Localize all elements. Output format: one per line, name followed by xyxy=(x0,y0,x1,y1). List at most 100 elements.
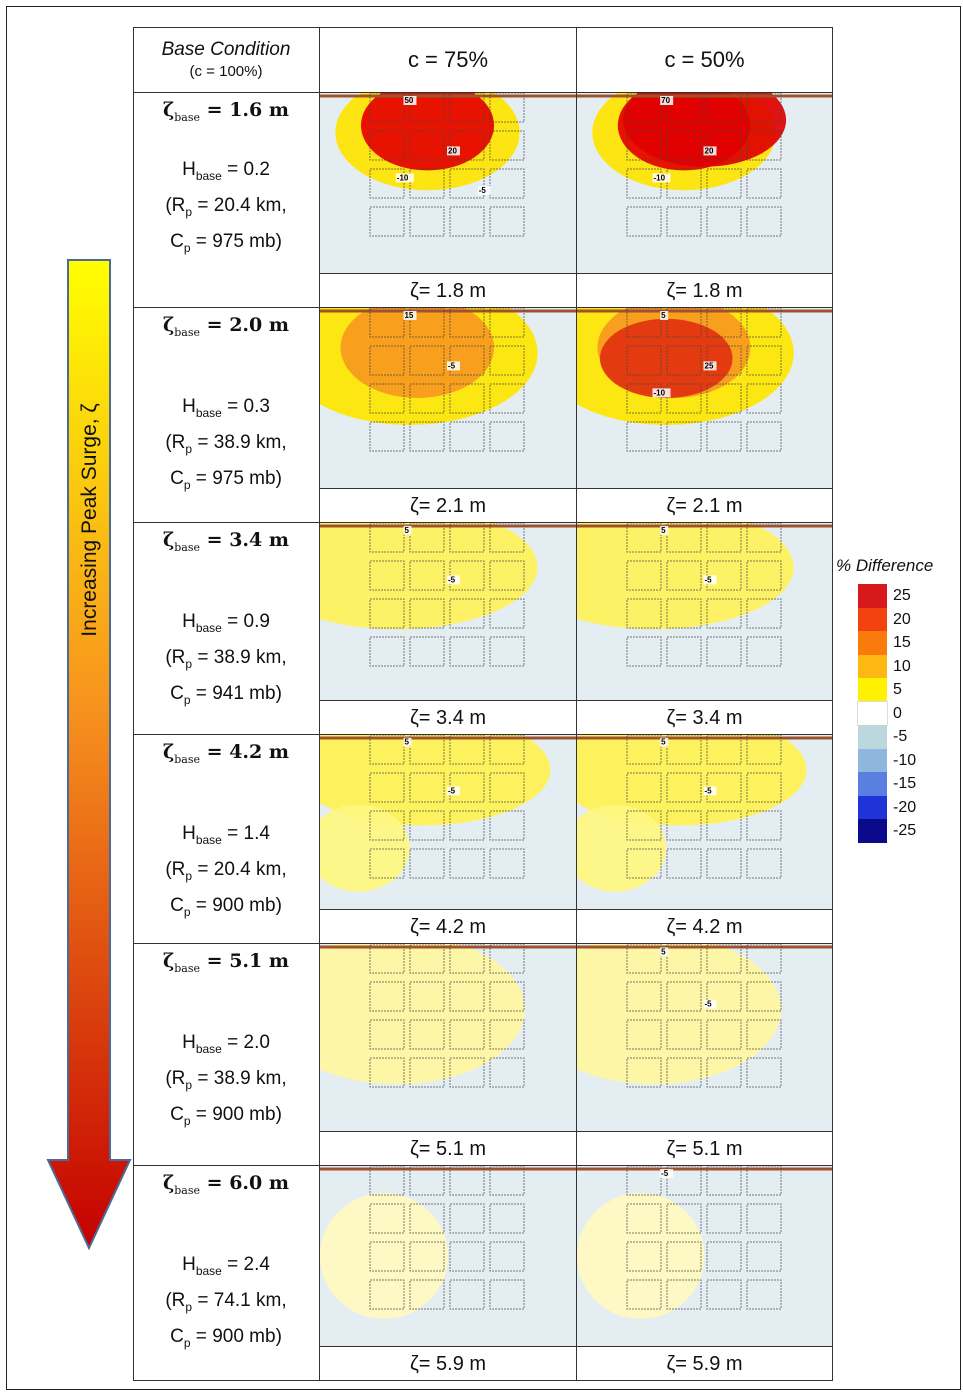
rp-value: 38.9 km xyxy=(213,646,282,668)
surge-difference-map-c75: 5 -5 xyxy=(320,735,577,909)
header-base-condition: Base Condition (c = 100%) xyxy=(133,27,320,93)
h-base-value: 2.4 xyxy=(243,1254,270,1275)
peak-surge-c75: ζ= 4.2 m xyxy=(320,909,577,944)
contour-label: -5 xyxy=(705,1000,713,1009)
zeta-base: ζbase = 1.6 m xyxy=(163,99,289,124)
base-condition-title: Base Condition xyxy=(161,39,291,60)
legend-swatch xyxy=(858,654,887,678)
legend-label: -5 xyxy=(893,728,908,745)
h-base-value: 0.2 xyxy=(243,159,270,180)
cp-value: 900 mb xyxy=(212,894,276,916)
legend-label: 20 xyxy=(893,610,911,628)
base-condition-cell: ζbase = 5.1 m Hbase = 2.0 (Rp = 38.9 km, Cp… xyxy=(133,944,320,1166)
legend-label: -20 xyxy=(893,798,917,816)
legend-label: 5 xyxy=(893,681,902,698)
legend-label: 0 xyxy=(893,704,902,722)
rp-value: 38.9 km xyxy=(213,1067,282,1089)
surge-difference-map-c75: 5 -5 xyxy=(320,523,577,700)
zeta-base-value: 5.1 m xyxy=(229,950,289,972)
peak-surge-c50: ζ= 5.9 m xyxy=(577,1346,833,1381)
legend-swatch xyxy=(858,725,887,749)
contour-label: -5 xyxy=(705,786,713,795)
rp-value: 20.4 km xyxy=(213,858,282,880)
peak-surge-c75: ζ= 5.1 m xyxy=(320,1131,577,1166)
contour-label: 20 xyxy=(448,146,457,155)
zeta-base: ζbase = 5.1 m xyxy=(163,950,289,975)
base-params: Hbase = 1.4 (Rp = 20.4 km, Cp = 900 mb) xyxy=(165,823,287,919)
contour-label: 25 xyxy=(705,361,714,370)
legend-swatch xyxy=(858,631,887,655)
h-base-value: 1.4 xyxy=(243,823,270,844)
contour-label: -5 xyxy=(448,361,456,370)
h-base-value: 0.3 xyxy=(243,396,270,417)
peak-surge-c75: ζ= 2.1 m xyxy=(320,488,577,523)
base-condition-sub: (c = 100%) xyxy=(189,63,263,80)
legend-swatch xyxy=(858,584,887,608)
arrow-label: Increasing Peak Surge, ζ xyxy=(78,403,101,637)
contour-label: -5 xyxy=(705,575,713,584)
surge-difference-map-c50: -5 xyxy=(577,1166,833,1346)
base-condition-cell: ζbase = 4.2 m Hbase = 1.4 (Rp = 20.4 km, Cp… xyxy=(133,735,320,944)
surge-difference-map-c75: 50 20 -10 -5 xyxy=(320,93,577,273)
peak-surge-c75: ζ= 1.8 m xyxy=(320,273,577,308)
contour-label: -10 xyxy=(397,173,409,182)
contour-label: 20 xyxy=(705,146,714,155)
base-params: Hbase = 0.2 (Rp = 20.4 km, Cp = 975 mb) xyxy=(165,159,287,255)
contour-label: 5 xyxy=(661,738,666,747)
contour-label: -10 xyxy=(654,388,666,397)
peak-surge-c50: ζ= 2.1 m xyxy=(577,488,833,523)
surge-difference-map-c50: 70 20 -10 xyxy=(577,93,833,273)
header-c75: c = 75% xyxy=(320,27,577,93)
peak-surge-c75: ζ= 5.9 m xyxy=(320,1346,577,1381)
surge-difference-map-c50: 5 -5 xyxy=(577,523,833,700)
legend-swatch xyxy=(857,700,888,726)
cp-value: 975 mb xyxy=(212,467,276,489)
contour-label: -5 xyxy=(479,186,487,195)
header-c50: c = 50% xyxy=(577,27,833,93)
contour-label: 5 xyxy=(661,526,666,535)
contour-label: -5 xyxy=(448,786,456,795)
peak-surge-c50: ζ= 3.4 m xyxy=(577,700,833,735)
c75-label: c = 75% xyxy=(407,46,489,72)
contour-label: 5 xyxy=(661,947,666,956)
zeta-base: ζbase = 6.0 m xyxy=(163,1172,289,1197)
rp-value: 20.4 km xyxy=(213,194,282,216)
zeta-base-value: 2.0 m xyxy=(229,314,289,336)
zeta-base: ζbase = 2.0 m xyxy=(163,314,289,339)
legend-label: -10 xyxy=(893,751,917,769)
zeta-base-value: 4.2 m xyxy=(229,741,289,763)
legend-swatch xyxy=(858,607,887,631)
increasing-surge-arrow xyxy=(46,259,132,1251)
peak-surge-c75: ζ= 3.4 m xyxy=(320,700,577,735)
base-condition-cell: ζbase = 1.6 m Hbase = 0.2 (Rp = 20.4 km, Cp… xyxy=(133,93,320,308)
legend-swatch xyxy=(858,819,887,843)
zeta-base-value: 1.6 m xyxy=(229,99,289,121)
rp-value: 38.9 km xyxy=(213,431,282,453)
cp-value: 941 mb xyxy=(212,682,276,704)
peak-surge-c50: ζ= 4.2 m xyxy=(577,909,833,944)
legend-swatch xyxy=(858,795,887,819)
zeta-base-value: 6.0 m xyxy=(229,1172,289,1194)
legend-swatch xyxy=(858,748,887,772)
legend-swatch xyxy=(858,678,887,702)
contour-label: 50 xyxy=(404,96,413,105)
legend-label: -15 xyxy=(893,775,917,792)
contour-label: 5 xyxy=(404,526,409,535)
h-base-value: 2.0 xyxy=(243,1032,270,1053)
legend-label: -25 xyxy=(893,822,917,839)
zeta-base: ζbase = 4.2 m xyxy=(163,741,289,766)
base-condition-cell: ζbase = 2.0 m Hbase = 0.3 (Rp = 38.9 km, Cp… xyxy=(133,308,320,523)
contour-label: 5 xyxy=(661,311,666,320)
rp-value: 74.1 km xyxy=(213,1289,282,1311)
peak-surge-c50: ζ= 5.1 m xyxy=(577,1131,833,1166)
figure-frame xyxy=(6,6,961,1390)
surge-difference-map-c50: 5 -5 xyxy=(577,735,833,909)
peak-surge-c50: ζ= 1.8 m xyxy=(577,273,833,308)
contour-label: -10 xyxy=(654,173,666,182)
c50-label: c = 50% xyxy=(664,46,745,72)
zeta-base-value: 3.4 m xyxy=(229,529,289,551)
contour-label: 5 xyxy=(404,738,409,747)
legend-label: 15 xyxy=(893,634,911,651)
contour-label: -5 xyxy=(661,1169,669,1178)
base-condition-cell: ζbase = 3.4 m Hbase = 0.9 (Rp = 38.9 km, Cp… xyxy=(133,523,320,735)
